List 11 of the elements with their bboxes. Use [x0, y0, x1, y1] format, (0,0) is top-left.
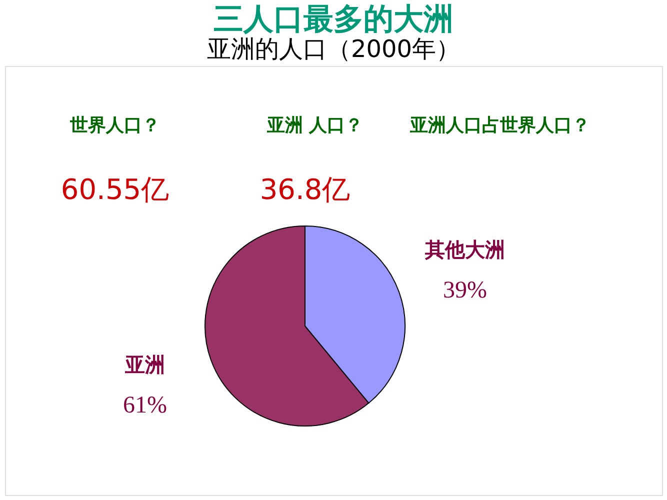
text: 36.8亿 [260, 173, 350, 206]
text: 世界人口？ [69, 115, 160, 136]
text: 60.55亿 [60, 173, 170, 206]
chart-title: 三人口最多的大洲 [214, 2, 454, 37]
chart-subtitle: 亚洲的人口（2000年） [206, 35, 460, 63]
slice-label: 亚洲 [124, 352, 166, 377]
slice-label: 其他大洲 [424, 237, 505, 262]
text: 亚洲人口占世界人口？ [409, 115, 590, 136]
text: 亚洲 人口？ [266, 115, 364, 136]
data-label: 61% [123, 392, 168, 419]
data-label: 39% [442, 277, 487, 304]
